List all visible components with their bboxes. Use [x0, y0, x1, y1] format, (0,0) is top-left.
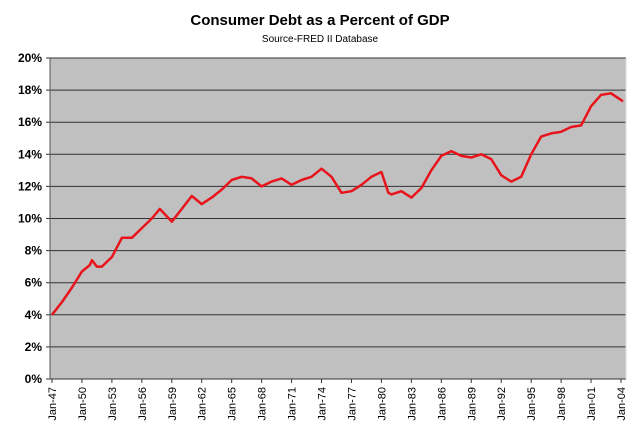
x-tick-label: Jan-04 [616, 387, 628, 421]
y-tick-label: 2% [25, 340, 43, 354]
y-tick-label: 16% [18, 115, 42, 129]
x-tick-label: Jan-74 [317, 387, 329, 421]
x-tick-label: Jan-89 [466, 387, 478, 421]
y-tick-label: 0% [25, 372, 43, 386]
y-tick-label: 8% [25, 244, 43, 258]
chart-subtitle: Source-FRED II Database [261, 34, 379, 45]
x-tick-label: Jan-01 [586, 387, 598, 421]
x-tick-label: Jan-47 [47, 387, 59, 421]
x-tick-label: Jan-98 [556, 387, 568, 421]
x-tick-label: Jan-56 [137, 387, 149, 421]
x-tick-label: Jan-86 [436, 387, 448, 421]
x-tick-label: Jan-65 [227, 387, 239, 421]
x-tick-label: Jan-53 [107, 387, 119, 421]
x-tick-label: Jan-50 [77, 387, 89, 421]
x-tick-label: Jan-95 [526, 387, 538, 421]
x-tick-label: Jan-92 [496, 387, 508, 421]
x-tick-label: Jan-77 [346, 387, 358, 421]
y-tick-label: 12% [18, 179, 42, 193]
x-tick-label: Jan-80 [376, 387, 388, 421]
chart-title: Consumer Debt as a Percent of GDP [190, 12, 450, 29]
x-tick-label: Jan-62 [197, 387, 209, 421]
y-tick-label: 20% [18, 51, 42, 65]
y-tick-label: 14% [18, 147, 42, 161]
y-tick-label: 18% [18, 83, 42, 97]
x-tick-label: Jan-83 [406, 387, 418, 421]
x-tick-label: Jan-68 [257, 387, 269, 421]
x-tick-label: Jan-71 [287, 387, 299, 421]
x-tick-label: Jan-59 [167, 387, 179, 421]
y-tick-label: 6% [25, 276, 43, 290]
y-tick-label: 10% [18, 212, 42, 226]
y-tick-label: 4% [25, 308, 43, 322]
